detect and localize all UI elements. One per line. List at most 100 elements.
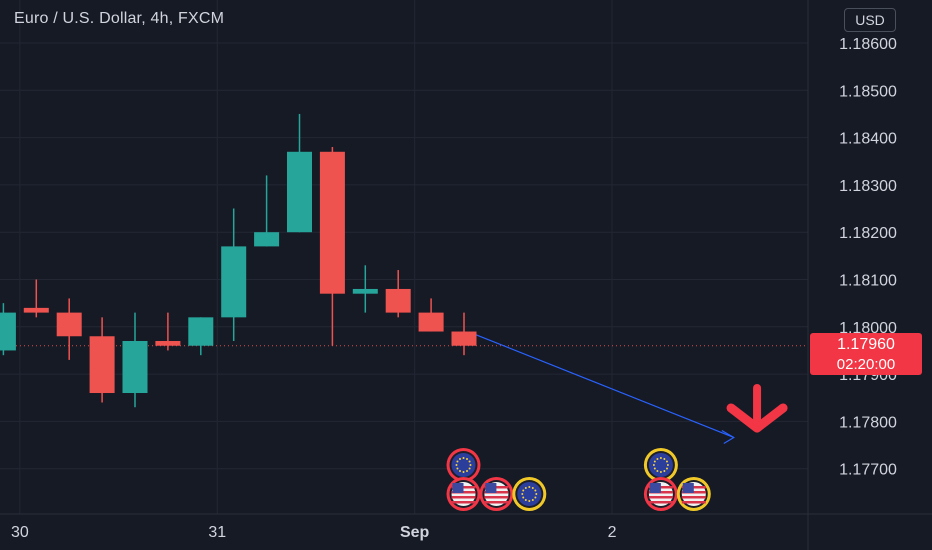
eu-star xyxy=(462,471,465,473)
eu-star xyxy=(524,486,527,489)
candle-body xyxy=(89,336,115,394)
grid xyxy=(0,0,808,514)
eu-flag-icon xyxy=(512,477,547,511)
eu-star xyxy=(534,489,537,492)
candle xyxy=(352,265,378,313)
us-stripe xyxy=(484,501,509,504)
candle-body xyxy=(352,288,378,294)
eu-flag-field xyxy=(648,453,673,477)
eu-star xyxy=(522,496,525,499)
us-stripe xyxy=(484,496,509,499)
candle xyxy=(451,312,477,356)
eu-star xyxy=(659,457,662,459)
y-tick-label: 1.18000 xyxy=(839,320,897,337)
candle-body xyxy=(451,331,477,346)
y-tick-label: 1.18500 xyxy=(839,83,897,100)
eu-star xyxy=(531,486,534,489)
y-tick-label: 1.17800 xyxy=(839,414,897,431)
eu-star xyxy=(535,493,538,495)
y-tick-label: 1.18400 xyxy=(839,131,897,148)
event-markers xyxy=(446,448,711,511)
eu-star xyxy=(665,460,668,463)
candle xyxy=(254,175,280,247)
eu-flag-icon xyxy=(446,448,481,482)
candle xyxy=(23,279,49,318)
eu-star xyxy=(653,460,656,463)
eu-flag-field xyxy=(451,453,476,477)
candle xyxy=(319,147,345,346)
currency-button[interactable]: USD xyxy=(844,8,896,32)
candle-body xyxy=(418,312,444,332)
y-tick-label: 1.17700 xyxy=(839,462,897,479)
us-canton xyxy=(452,483,464,493)
eu-star xyxy=(659,471,662,473)
eu-star xyxy=(462,457,465,459)
us-canton xyxy=(649,483,661,493)
candle-body xyxy=(122,340,148,394)
eu-star xyxy=(521,493,524,495)
candle xyxy=(0,303,16,356)
candle-body xyxy=(23,307,49,313)
candle-body xyxy=(287,151,312,233)
candle xyxy=(122,312,148,408)
eu-star xyxy=(466,470,468,473)
us-stripe xyxy=(648,496,673,499)
candle-body xyxy=(155,340,181,346)
us-flag-icon xyxy=(643,477,678,511)
candle-body xyxy=(385,288,411,313)
x-tick-label: 2 xyxy=(608,524,617,541)
candles xyxy=(0,113,477,408)
us-stripe xyxy=(648,501,673,504)
candle-body xyxy=(319,151,345,294)
candle xyxy=(188,317,214,356)
signal-arrow xyxy=(726,384,788,433)
chart-title: Euro / U.S. Dollar, 4h, FXCM xyxy=(14,10,225,27)
eu-star xyxy=(652,464,655,466)
eu-star xyxy=(663,457,666,460)
arrow-head xyxy=(726,403,788,433)
candle xyxy=(385,270,411,318)
eu-star xyxy=(534,496,537,499)
bar-countdown: 02:20:00 xyxy=(836,356,896,373)
eu-star xyxy=(456,460,459,463)
x-tick-label: Sep xyxy=(400,524,430,541)
candle-body xyxy=(221,246,247,318)
eu-star xyxy=(666,464,669,466)
candle xyxy=(155,312,181,351)
last-price-value: 1.17960 xyxy=(837,336,895,353)
eu-star xyxy=(522,489,525,492)
us-canton xyxy=(485,483,497,493)
eu-flag-icon xyxy=(643,448,678,482)
candle-body xyxy=(0,312,16,351)
candle xyxy=(418,298,444,332)
us-stripe xyxy=(451,501,476,504)
eu-star xyxy=(656,470,659,473)
us-stripe xyxy=(681,496,706,499)
trendline-segment xyxy=(473,333,735,439)
us-flag-icon xyxy=(676,477,711,511)
down-arrow-icon xyxy=(726,384,788,433)
candle-body xyxy=(188,317,214,346)
eu-star xyxy=(466,457,468,460)
eu-star xyxy=(456,467,459,470)
eu-flag-field xyxy=(517,482,542,506)
eu-star xyxy=(665,467,668,470)
us-stripe xyxy=(681,501,706,504)
us-flag-icon xyxy=(446,477,481,511)
y-tick-label: 1.18300 xyxy=(839,178,897,195)
trendline[interactable] xyxy=(473,333,735,444)
candle xyxy=(89,317,115,403)
eu-star xyxy=(653,467,656,470)
trendline-arrowhead xyxy=(721,429,735,444)
x-tick-label: 31 xyxy=(208,524,226,541)
us-canton xyxy=(682,483,694,493)
eu-star xyxy=(663,470,666,473)
eu-star xyxy=(656,457,659,460)
eu-star xyxy=(531,499,534,502)
eu-star xyxy=(468,460,471,463)
y-tick-label: 1.18200 xyxy=(839,225,897,242)
candle xyxy=(56,298,82,360)
eu-star xyxy=(524,499,527,502)
